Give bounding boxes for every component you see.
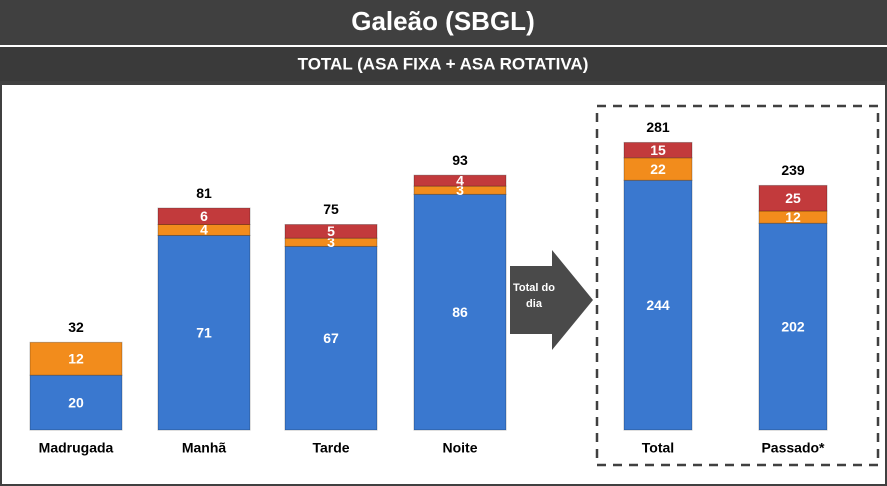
bar-segment xyxy=(157,207,251,225)
title: Galeão (SBGL) xyxy=(351,6,534,36)
segment-label: 4 xyxy=(456,172,464,188)
bar-segment xyxy=(413,174,507,187)
segment-label: 3 xyxy=(327,234,335,250)
category-label: Total xyxy=(642,440,674,456)
annotation: Total do xyxy=(513,282,555,294)
bar-segment xyxy=(623,141,693,159)
category-label: Madrugada xyxy=(39,440,114,456)
segment-label: 12 xyxy=(68,350,84,366)
segment-label: 3 xyxy=(456,182,464,198)
segment-label: 12 xyxy=(785,209,801,225)
bar-segment xyxy=(758,184,828,212)
segment-label: 22 xyxy=(650,161,666,177)
segment-label: 71 xyxy=(196,324,212,340)
segment-label: 86 xyxy=(452,304,468,320)
frame xyxy=(0,81,887,486)
title-bar xyxy=(0,0,887,45)
category-label: Manhã xyxy=(182,440,227,456)
segment-label: 5 xyxy=(327,223,335,239)
subtitle: TOTAL (ASA FIXA + ASA ROTATIVA) xyxy=(298,54,589,73)
total-label: 281 xyxy=(646,119,670,135)
segment-label: 4 xyxy=(200,222,208,238)
arrow xyxy=(510,250,593,350)
bar-segment xyxy=(623,179,693,431)
category-label: Noite xyxy=(443,440,478,456)
total-label: 239 xyxy=(781,162,805,178)
segment-label: 244 xyxy=(646,297,670,313)
total-label: 93 xyxy=(452,152,468,168)
bar-segment xyxy=(284,224,378,239)
category-label: Passado* xyxy=(761,440,825,456)
segment-label: 25 xyxy=(785,190,801,206)
bar-segment xyxy=(29,374,123,431)
bar-segment xyxy=(284,245,378,431)
bar-segment xyxy=(413,193,507,431)
segment-label: 202 xyxy=(781,318,805,334)
segment-label: 6 xyxy=(200,208,208,224)
segment-label: 67 xyxy=(323,330,339,346)
segment-label: 15 xyxy=(650,142,666,158)
total-label: 32 xyxy=(68,319,84,335)
subtitle-bar xyxy=(0,47,887,83)
total-label: 81 xyxy=(196,185,212,201)
total-label: 75 xyxy=(323,201,339,217)
bar-segment xyxy=(29,341,123,376)
segment-label: 20 xyxy=(68,394,84,410)
annotation: dia xyxy=(526,298,543,310)
category-label: Tarde xyxy=(312,440,349,456)
bar-segment xyxy=(157,234,251,431)
bar-segment xyxy=(758,222,828,431)
